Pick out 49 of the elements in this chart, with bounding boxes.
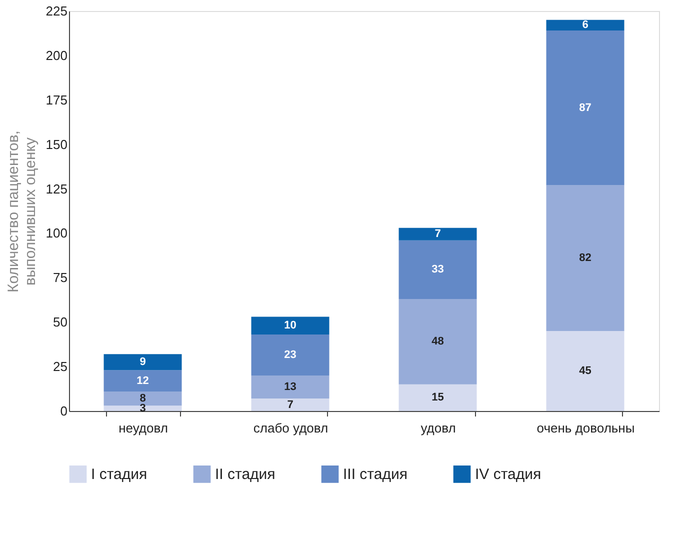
- y-axis-title: Количество пациентов, выполнивших оценку: [4, 130, 39, 292]
- bar: [546, 30, 624, 186]
- bar: [546, 20, 624, 31]
- bar: [546, 331, 624, 411]
- x-tick-label: слабо удовл: [253, 420, 328, 436]
- legend-label: I стадия: [91, 466, 148, 484]
- data-label: 82: [579, 252, 592, 264]
- bar: [104, 354, 182, 370]
- y-tick-label: 0: [60, 404, 68, 418]
- data-label: 8: [140, 392, 146, 405]
- data-label: 45: [579, 365, 592, 377]
- legend-label: II стадия: [215, 466, 276, 484]
- data-label: 7: [434, 228, 441, 240]
- legend-label: IV стадия: [475, 466, 542, 484]
- bar: [251, 316, 330, 335]
- bar: [398, 228, 477, 240]
- bar: [546, 185, 624, 331]
- bar: [398, 240, 477, 299]
- data-label: 13: [284, 381, 296, 393]
- data-label: 10: [284, 320, 296, 332]
- y-tick-label: 75: [53, 270, 68, 286]
- x-tick-label: удовл: [420, 420, 456, 436]
- y-tick-label: 100: [46, 226, 68, 241]
- data-label: 15: [432, 392, 444, 404]
- bar: [398, 299, 477, 384]
- y-tick-label: 225: [46, 4, 68, 18]
- y-tick-label: 125: [46, 181, 68, 196]
- data-label: 48: [432, 336, 444, 348]
- data-label: 23: [284, 349, 296, 361]
- y-tick-label: 150: [46, 136, 68, 152]
- data-label: 33: [432, 264, 444, 276]
- data-label: 87: [579, 102, 592, 114]
- bar: [251, 375, 330, 399]
- bar: [104, 370, 182, 392]
- y-tick-label: 50: [53, 314, 68, 330]
- y-tick-label: 175: [46, 92, 68, 108]
- x-tick-label: неудовл: [118, 420, 168, 436]
- legend-label: III стадия: [343, 466, 408, 484]
- data-label: 6: [582, 19, 588, 32]
- data-label: 9: [140, 356, 146, 368]
- bar: [251, 398, 330, 411]
- y-tick-label: 25: [53, 359, 68, 374]
- y-tick-label: 200: [46, 48, 68, 63]
- bar: [104, 406, 182, 411]
- bar: [398, 384, 477, 411]
- bar: [251, 334, 330, 376]
- data-label: 7: [287, 398, 294, 411]
- data-label: 12: [136, 374, 149, 387]
- x-tick-label: очень довольны: [536, 420, 635, 436]
